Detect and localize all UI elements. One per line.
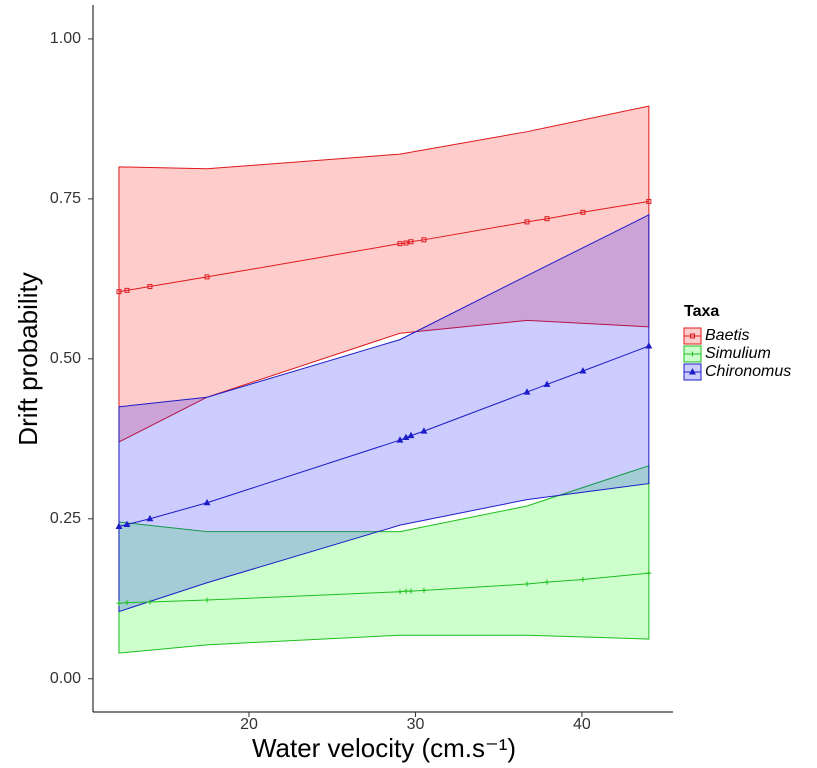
- point: [544, 216, 550, 222]
- x-tick-label: 30: [407, 716, 425, 733]
- point: [397, 589, 403, 595]
- point: [408, 239, 414, 245]
- x-tick-label: 40: [573, 716, 591, 733]
- point: [421, 237, 427, 243]
- confidence-band: [118, 214, 650, 613]
- legend-label: Chironomus: [705, 363, 791, 380]
- point: [420, 427, 428, 434]
- point: [689, 368, 696, 375]
- point: [544, 579, 550, 585]
- legend-item: Simulium: [683, 345, 771, 363]
- point: [124, 287, 130, 293]
- point: [407, 431, 415, 439]
- point: [204, 274, 210, 280]
- point: [645, 342, 653, 349]
- point: [523, 388, 531, 395]
- legend-title: Taxa: [684, 303, 719, 320]
- point: [146, 514, 154, 522]
- confidence-band: [118, 464, 650, 654]
- point: [403, 240, 409, 246]
- x-tick-label: 20: [240, 716, 258, 733]
- point: [397, 241, 403, 247]
- point: [402, 433, 410, 441]
- point: [580, 577, 586, 583]
- point: [147, 284, 153, 290]
- point: [690, 351, 695, 357]
- point: [147, 599, 153, 605]
- y-axis-label: Drift probability: [13, 272, 43, 445]
- point: [690, 333, 695, 339]
- legend-item: Baetis: [683, 327, 749, 345]
- legend-item: Chironomus: [683, 363, 791, 381]
- point: [115, 522, 123, 529]
- y-tick-label: 1.00: [50, 30, 81, 47]
- point: [646, 570, 652, 576]
- point: [203, 498, 211, 506]
- point: [124, 600, 130, 606]
- y-tick-label: 0.75: [50, 190, 81, 207]
- point: [123, 520, 131, 528]
- y-tick-label: 0.50: [50, 350, 81, 367]
- point: [116, 600, 122, 606]
- legend-label: Baetis: [705, 327, 749, 344]
- point: [204, 597, 210, 603]
- point: [579, 367, 587, 374]
- point: [421, 587, 427, 593]
- y-tick-label: 0.00: [50, 670, 81, 687]
- point: [116, 289, 122, 295]
- point: [646, 198, 652, 204]
- point: [524, 219, 530, 225]
- y-tick-label: 0.25: [50, 510, 81, 527]
- point: [403, 588, 409, 594]
- x-axis-label: Water velocity (cm.s⁻¹): [252, 733, 516, 763]
- point: [580, 209, 586, 215]
- point: [543, 380, 551, 387]
- legend-label: Simulium: [705, 345, 771, 362]
- point: [396, 436, 404, 443]
- point: [524, 581, 530, 587]
- point: [408, 588, 414, 594]
